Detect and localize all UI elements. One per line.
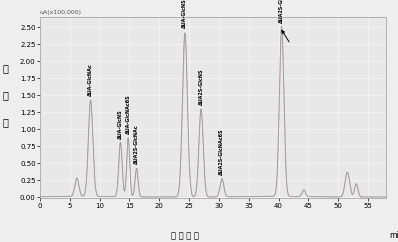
Text: 保 留 时 间: 保 留 时 间 <box>171 231 199 240</box>
Text: ΔUA2S-GlcNS6S: ΔUA2S-GlcNS6S <box>279 0 284 23</box>
Text: ΔUA-GlcNS: ΔUA-GlcNS <box>118 109 123 139</box>
Text: ΔUA-GlcNAc6S: ΔUA-GlcNAc6S <box>126 94 131 134</box>
Text: 散: 散 <box>2 90 8 100</box>
Text: ΔUA-GlcNS6S: ΔUA-GlcNS6S <box>182 0 187 29</box>
Text: 射: 射 <box>2 117 8 127</box>
Text: ΔUA2S-GlcNAc: ΔUA2S-GlcNAc <box>134 125 139 165</box>
Text: ΔUA-GlcNAc: ΔUA-GlcNAc <box>88 64 93 97</box>
Text: min: min <box>390 231 398 240</box>
Text: ΔUA2S-GlcNS: ΔUA2S-GlcNS <box>199 68 203 105</box>
Text: 光: 光 <box>2 63 8 73</box>
Text: uA(x100,000): uA(x100,000) <box>40 10 82 15</box>
Text: ΔUA2S-GlcNAc6S: ΔUA2S-GlcNAc6S <box>219 128 224 175</box>
